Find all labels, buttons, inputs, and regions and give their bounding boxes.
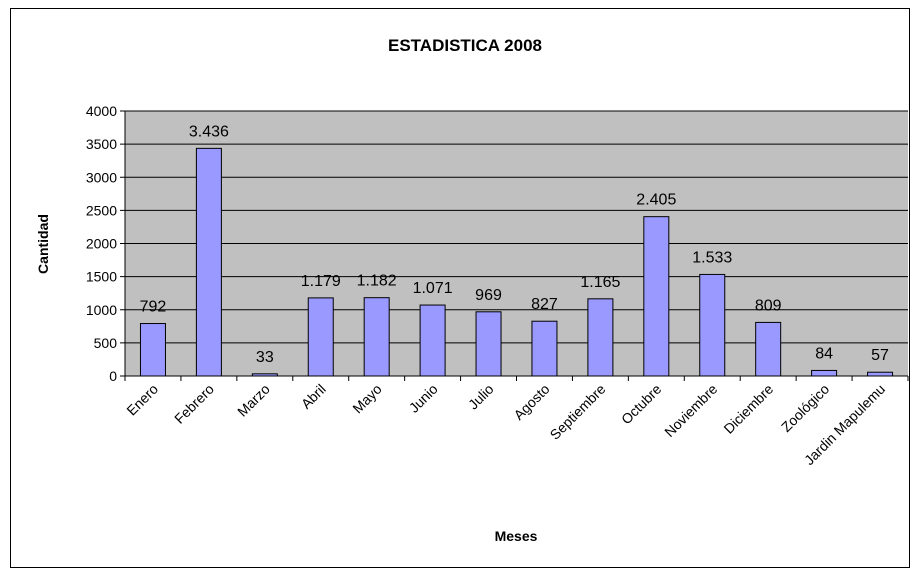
- y-axis-title: Cantidad: [35, 214, 51, 274]
- bar: [195, 147, 222, 377]
- y-tick-label: 4000: [86, 103, 117, 119]
- bar: [755, 321, 782, 377]
- data-label: 2.405: [636, 192, 676, 209]
- category-label: Noviembre: [661, 381, 720, 440]
- y-tick-label: 2500: [86, 202, 117, 218]
- data-label: 1.165: [580, 274, 620, 291]
- x-axis-title: Meses: [495, 528, 538, 544]
- data-label: 827: [531, 296, 558, 313]
- bar: [811, 369, 838, 377]
- y-tick-label: 1500: [86, 269, 117, 285]
- category-label: Julio: [465, 381, 497, 413]
- data-label: 3.436: [189, 123, 229, 140]
- chart-title: ESTADISTICA 2008: [388, 36, 542, 55]
- data-label: 84: [815, 345, 833, 362]
- bar: [643, 216, 670, 377]
- x-axis: [124, 111, 909, 381]
- y-tick-label: 3500: [86, 136, 117, 152]
- bar: [867, 371, 894, 377]
- category-label: Diciembre: [720, 381, 776, 437]
- x-axis-categories: Enero Febrero Marzo Abril Mayo Junio Julio Agos…: [123, 381, 888, 468]
- data-label: 57: [871, 347, 889, 364]
- bar: [363, 297, 390, 377]
- category-label: Octubre: [618, 381, 665, 428]
- bar: [531, 320, 558, 377]
- data-label: 1.533: [692, 249, 732, 266]
- category-label: Septiembre: [547, 381, 609, 443]
- bars: [139, 147, 894, 377]
- bar: [307, 297, 334, 377]
- y-axis-ticks: 0 500 1000 1500 2000 2500 3000 3500 4000: [86, 103, 125, 384]
- y-tick-label: 0: [109, 368, 117, 384]
- bar: [419, 304, 446, 377]
- data-labels: 792 3.436 33 1.179 1.182 1.071 969 827 1.165 2.40…: [140, 123, 889, 365]
- data-label: 1.179: [301, 273, 341, 290]
- category-label: Febrero: [171, 381, 217, 427]
- category-label: Enero: [123, 381, 161, 419]
- data-label: 809: [755, 297, 782, 314]
- data-label: 792: [140, 299, 167, 316]
- data-label: 1.071: [413, 280, 453, 297]
- category-label: Junio: [406, 381, 441, 416]
- category-label: Agosto: [510, 381, 552, 423]
- y-tick-label: 500: [94, 335, 118, 351]
- data-label: 969: [475, 287, 502, 304]
- y-tick-label: 3000: [86, 169, 117, 185]
- bar: [699, 273, 726, 377]
- category-label: Marzo: [234, 381, 273, 420]
- gridlines: [125, 110, 908, 344]
- category-label: Mayo: [349, 381, 385, 417]
- data-label: 1.182: [357, 273, 397, 290]
- bar: [139, 323, 166, 377]
- bar: [475, 311, 502, 377]
- y-tick-label: 1000: [86, 302, 117, 318]
- y-tick-label: 2000: [86, 236, 117, 252]
- category-label: Zoológico: [778, 381, 832, 435]
- data-label: 33: [256, 349, 274, 366]
- bar: [587, 298, 614, 377]
- category-label: Abril: [298, 381, 329, 412]
